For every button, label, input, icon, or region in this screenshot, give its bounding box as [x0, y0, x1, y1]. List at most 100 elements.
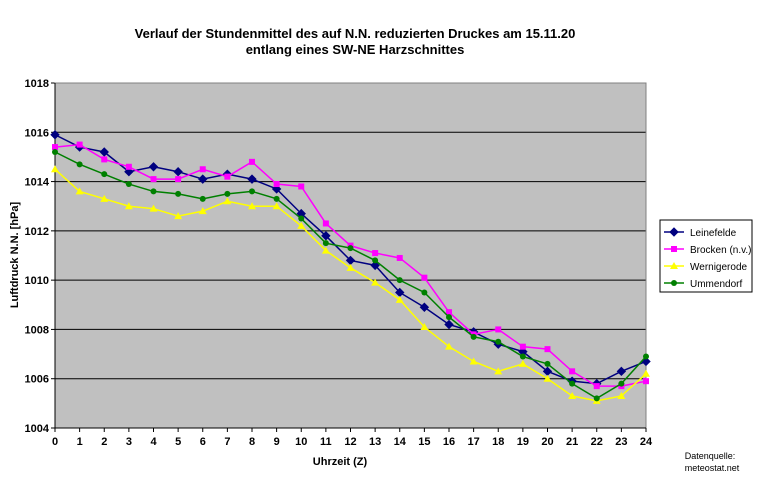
legend-label: Leinefelde: [690, 228, 737, 239]
data-point: [671, 246, 677, 252]
legend-entry: Ummendorf: [664, 279, 742, 290]
x-tick-label: 23: [615, 436, 627, 448]
data-point: [321, 231, 331, 241]
y-tick-label: 1014: [25, 177, 50, 189]
source-label: Datenquelle:: [685, 451, 736, 461]
x-tick-label: 5: [175, 436, 181, 448]
x-tick-label: 6: [200, 436, 206, 448]
data-point: [420, 322, 429, 330]
data-point: [52, 149, 58, 155]
data-point: [76, 161, 83, 168]
legend-entry: Leinefelde: [664, 227, 737, 239]
series-group: [50, 130, 651, 404]
data-point: [519, 343, 526, 350]
data-point: [469, 357, 478, 365]
data-point: [150, 188, 157, 195]
source-site: meteostat.net: [685, 463, 740, 473]
data-point: [421, 274, 428, 281]
data-point: [370, 260, 380, 271]
data-point: [125, 181, 132, 188]
series-ummendorf: [52, 149, 649, 402]
data-point: [76, 141, 83, 148]
data-point: [670, 262, 678, 269]
data-point: [50, 130, 60, 140]
legend: Leinefelde Brocken (n.v.) Wernigerode Ummen…: [659, 219, 753, 293]
data-point: [175, 176, 182, 183]
legend-entry: Brocken (n.v.): [664, 245, 752, 256]
data-point: [495, 338, 502, 345]
data-point: [617, 391, 626, 399]
data-point: [298, 215, 305, 222]
data-point: [247, 174, 257, 184]
data-point: [248, 202, 256, 210]
x-tick-label: 4: [150, 436, 157, 448]
data-point: [173, 167, 183, 177]
data-point: [199, 166, 206, 173]
data-point: [52, 144, 58, 151]
series-wernigerode: [51, 165, 650, 404]
data-point: [99, 147, 109, 157]
data-point: [593, 395, 600, 402]
data-point: [396, 277, 403, 284]
y-tick-label: 1004: [25, 423, 50, 435]
x-tick-label: 3: [126, 436, 132, 448]
data-point: [446, 314, 452, 321]
x-tick-label: 24: [640, 436, 653, 448]
data-point: [470, 333, 477, 340]
legend-label: Brocken (n.v.): [690, 245, 752, 256]
data-point: [75, 187, 84, 195]
data-point: [518, 359, 527, 367]
data-point: [224, 173, 231, 180]
x-tick-label: 8: [249, 436, 255, 448]
data-point: [419, 302, 430, 312]
x-axis-label: Uhrzeit (Z): [313, 456, 368, 468]
data-point: [569, 368, 576, 375]
data-point: [198, 174, 208, 184]
data-point: [346, 263, 355, 271]
x-tick-label: 15: [418, 436, 430, 448]
x-tick-label: 11: [320, 436, 332, 448]
x-tick-label: 18: [492, 436, 504, 448]
data-point: [371, 278, 380, 286]
x-tick-label: 9: [274, 436, 280, 448]
data-point: [198, 207, 207, 215]
x-tick-label: 16: [443, 436, 455, 448]
legend-label: Wernigerode: [690, 262, 748, 273]
data-point: [669, 227, 679, 237]
data-point: [224, 190, 231, 197]
legend-entry: Wernigerode: [664, 262, 748, 273]
data-point: [495, 326, 502, 333]
data-point: [273, 181, 280, 188]
data-point: [444, 319, 454, 330]
data-point: [643, 378, 649, 385]
data-point: [223, 197, 232, 205]
data-point: [421, 289, 428, 296]
data-point: [616, 366, 627, 377]
data-point: [101, 156, 108, 163]
data-point: [272, 202, 281, 210]
y-tick-label: 1016: [25, 127, 49, 139]
data-point: [124, 202, 133, 210]
chart-title-line-2: entlang eines SW-NE Harzschnittes: [246, 42, 465, 57]
data-point: [322, 220, 329, 227]
x-tick-label: 0: [52, 436, 58, 448]
data-point: [396, 254, 403, 261]
data-point: [321, 246, 330, 254]
data-point: [519, 353, 526, 360]
x-tick-label: 1: [77, 436, 83, 448]
x-tick-label: 12: [344, 436, 356, 448]
data-point: [148, 162, 159, 172]
plot-area: [55, 83, 646, 428]
data-point: [568, 391, 577, 399]
data-point: [347, 245, 354, 252]
x-tick-label: 19: [517, 436, 529, 448]
data-point: [298, 183, 305, 190]
data-point: [297, 221, 306, 229]
x-tick-label: 20: [541, 436, 553, 448]
data-point: [543, 374, 552, 382]
data-point: [249, 188, 255, 195]
data-point: [642, 369, 650, 377]
